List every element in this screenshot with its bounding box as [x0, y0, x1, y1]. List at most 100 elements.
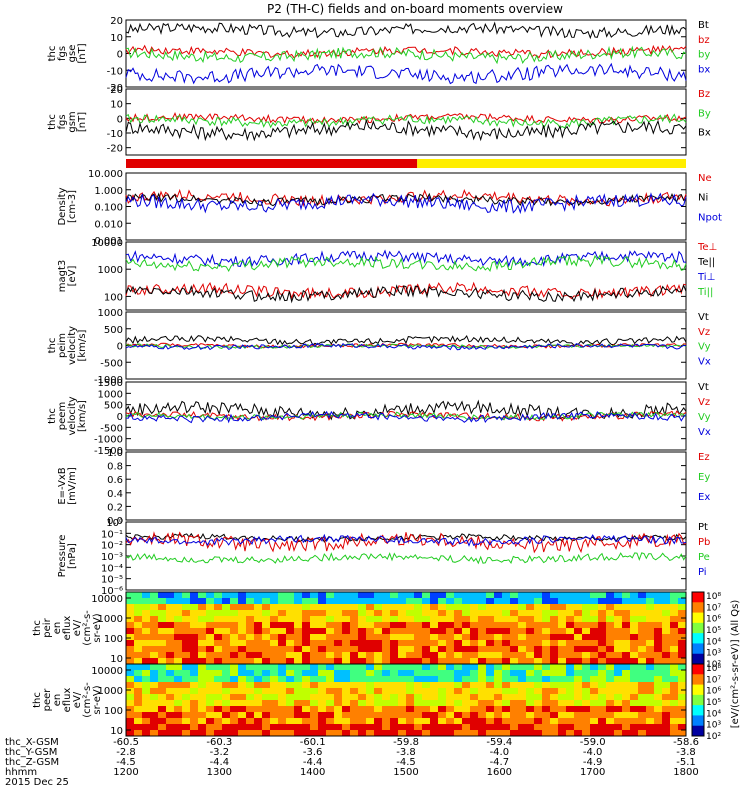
spectrogram-cell [342, 616, 351, 623]
spectrogram-cell [334, 688, 343, 695]
spectrogram-cell [294, 670, 303, 677]
spectrogram-cell [550, 724, 559, 731]
colorbar-swatch [692, 653, 704, 665]
spectrogram-cell [678, 700, 687, 707]
spectrogram-cell [126, 604, 135, 611]
spectrogram-cell [590, 700, 599, 707]
spectrogram-cell [318, 670, 327, 677]
spectrogram-cell [630, 700, 639, 707]
spectrogram-cell [230, 682, 239, 689]
legend-entry-Vz: Vz [698, 397, 710, 408]
spectrogram-cell [486, 598, 495, 605]
spectrogram-cell [598, 646, 607, 653]
spectrogram-cell [494, 610, 503, 617]
spectrogram-cell [574, 724, 583, 731]
spectrogram-cell [654, 724, 663, 731]
spectrogram-cell [510, 664, 519, 671]
spectrogram-cell [446, 634, 455, 641]
spectrogram-cell [358, 688, 367, 695]
spectrogram-cell [590, 730, 599, 737]
spectrogram-cell [270, 706, 279, 713]
spectrogram-cell [142, 604, 151, 611]
spectrogram-cell [606, 652, 615, 659]
spectrogram-cell [486, 670, 495, 677]
spectrogram-cell [566, 730, 575, 737]
spectrogram-cell [302, 670, 311, 677]
spectrogram-cell [278, 694, 287, 701]
spectrogram-cell [654, 640, 663, 647]
legend-entry-Pi: Pi [698, 567, 707, 578]
spectrogram-cell [398, 730, 407, 737]
spectrogram-cell [494, 592, 503, 599]
spectrogram-cell [526, 670, 535, 677]
spectrogram-cell [190, 664, 199, 671]
spectrogram-cell [662, 676, 671, 683]
spectrogram-cell [230, 598, 239, 605]
spectrogram-cell [254, 724, 263, 731]
spectrogram-cell [278, 682, 287, 689]
spectrogram-cell [166, 682, 175, 689]
spectrogram-cell [222, 706, 231, 713]
spectrogram-cell [438, 682, 447, 689]
spectrogram-cell [430, 646, 439, 653]
spectrogram-cell [134, 592, 143, 599]
spectrogram-cell [294, 700, 303, 707]
spectrogram-cell [486, 616, 495, 623]
spectrogram-cell [550, 706, 559, 713]
spectrogram-cell [462, 688, 471, 695]
spectrogram-cell [558, 598, 567, 605]
y-axis-label: fgs [57, 46, 68, 61]
spectrogram-cell [542, 592, 551, 599]
spectrogram-cell [526, 718, 535, 725]
spectrogram-cell [198, 634, 207, 641]
spectrogram-cell [318, 700, 327, 707]
spectrogram-cell [286, 700, 295, 707]
spectrogram-cell [302, 712, 311, 719]
spectrogram-cell [342, 598, 351, 605]
spectrogram-cell [286, 592, 295, 599]
y-tick-label: 500 [104, 325, 123, 336]
spectrogram-cell [366, 640, 375, 647]
spectrogram-cell [654, 604, 663, 611]
spectrogram-cell [286, 688, 295, 695]
spectrogram-cell [598, 676, 607, 683]
spectrogram-cell [174, 688, 183, 695]
spectrogram-cell [262, 706, 271, 713]
spectrogram-cell [622, 598, 631, 605]
spectrogram-cell [222, 628, 231, 635]
spectrogram-cell [150, 646, 159, 653]
spectrogram-cell [230, 622, 239, 629]
spectrogram-cell [142, 670, 151, 677]
y-tick-label: 10 [110, 726, 123, 737]
spectrogram-cell [478, 616, 487, 623]
spectrogram-cell [670, 604, 679, 611]
spectrogram-cell [558, 694, 567, 701]
spectrogram-cell [518, 700, 527, 707]
x-tick-label: -3.6 [303, 747, 323, 758]
spectrogram-cell [342, 646, 351, 653]
spectrogram-cell [470, 688, 479, 695]
y-axis-label: Pressure [57, 535, 68, 578]
spectrogram-cell [574, 622, 583, 629]
spectrogram-cell [198, 640, 207, 647]
spectrogram-cell [374, 634, 383, 641]
spectrogram-cell [638, 610, 647, 617]
spectrogram-cell [286, 682, 295, 689]
y-tick-label: 1000 [98, 265, 123, 276]
spectrogram-cell [590, 658, 599, 665]
spectrogram-cell [174, 700, 183, 707]
spectrogram-cell [350, 610, 359, 617]
spectrogram-cell [414, 682, 423, 689]
y-axis-label: thc [47, 408, 58, 424]
spectrogram-cell [374, 730, 383, 737]
y-tick-label: 0 [117, 50, 123, 61]
legend-entry-Vt: Vt [698, 312, 709, 323]
y-tick-label: 1.000 [94, 186, 123, 197]
spectrogram-cell [358, 724, 367, 731]
spectrogram-cell [566, 646, 575, 653]
spectrogram-cell [294, 592, 303, 599]
spectrogram-cell [510, 634, 519, 641]
spectrogram-cell [334, 604, 343, 611]
